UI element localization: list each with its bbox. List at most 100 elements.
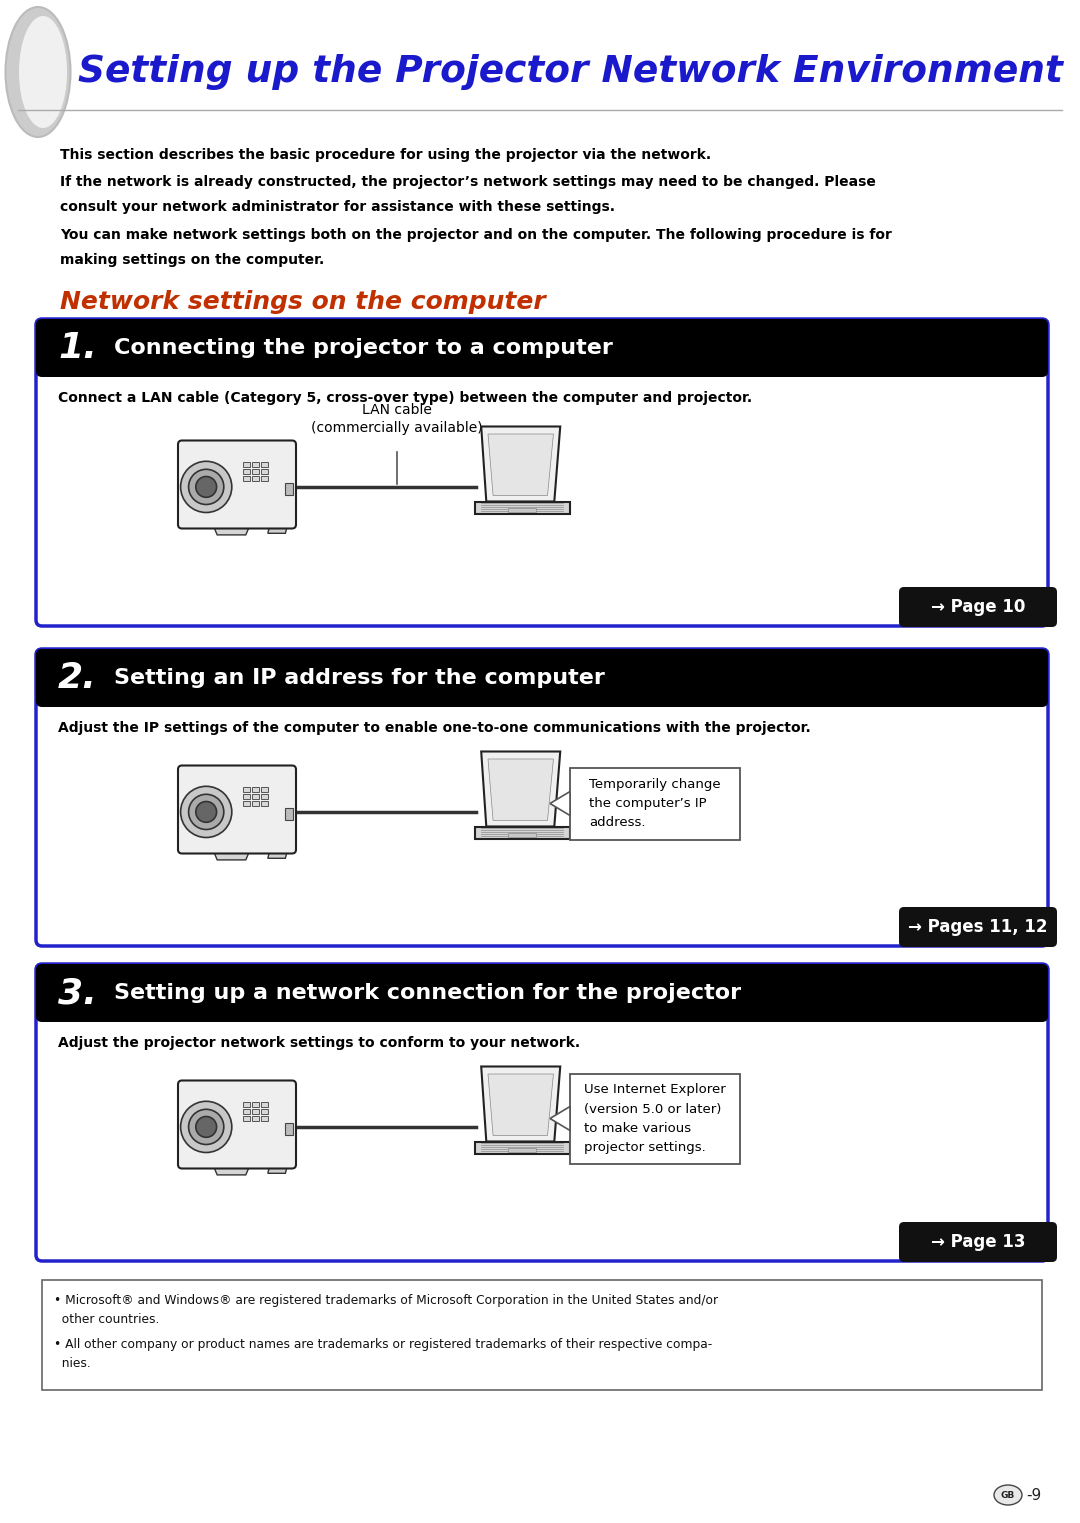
Bar xyxy=(243,461,249,466)
Bar xyxy=(260,461,268,466)
Circle shape xyxy=(189,795,224,830)
Bar xyxy=(252,469,258,474)
Text: Use Internet Explorer
(version 5.0 or later)
to make various
projector settings.: Use Internet Explorer (version 5.0 or la… xyxy=(584,1083,726,1153)
Text: You can make network settings both on the projector and on the computer. The fol: You can make network settings both on th… xyxy=(60,228,892,242)
Text: Connecting the projector to a computer: Connecting the projector to a computer xyxy=(114,338,612,358)
FancyBboxPatch shape xyxy=(36,318,1048,626)
FancyBboxPatch shape xyxy=(178,766,296,853)
Bar xyxy=(260,801,268,806)
FancyBboxPatch shape xyxy=(36,964,1048,1261)
Text: Connect a LAN cable (Category 5, cross-over type) between the computer and proje: Connect a LAN cable (Category 5, cross-o… xyxy=(58,391,752,405)
Text: → Page 10: → Page 10 xyxy=(931,599,1025,615)
Bar xyxy=(285,807,294,819)
FancyBboxPatch shape xyxy=(474,501,569,513)
Bar xyxy=(243,475,249,480)
Bar xyxy=(243,1115,249,1121)
FancyBboxPatch shape xyxy=(36,649,1048,946)
FancyBboxPatch shape xyxy=(178,440,296,528)
Bar xyxy=(260,1115,268,1121)
Bar xyxy=(285,1122,294,1135)
Bar xyxy=(570,1074,740,1164)
Polygon shape xyxy=(550,792,570,815)
Ellipse shape xyxy=(19,17,67,128)
Bar xyxy=(260,786,268,792)
FancyBboxPatch shape xyxy=(36,318,1048,378)
Bar xyxy=(260,1101,268,1107)
Bar xyxy=(252,475,258,480)
Circle shape xyxy=(180,1101,232,1153)
Bar xyxy=(243,793,249,798)
Polygon shape xyxy=(488,758,553,821)
Circle shape xyxy=(195,477,217,498)
Text: 2.: 2. xyxy=(58,661,97,694)
Text: LAN cable: LAN cable xyxy=(362,402,432,416)
FancyBboxPatch shape xyxy=(899,586,1057,627)
Bar xyxy=(252,801,258,806)
FancyBboxPatch shape xyxy=(899,1221,1057,1263)
Polygon shape xyxy=(482,426,561,501)
Bar xyxy=(252,1115,258,1121)
FancyBboxPatch shape xyxy=(474,1142,569,1153)
Bar xyxy=(243,801,249,806)
Bar xyxy=(42,678,1042,701)
Bar xyxy=(252,786,258,792)
FancyBboxPatch shape xyxy=(178,1080,296,1168)
Bar xyxy=(243,469,249,474)
Polygon shape xyxy=(550,1107,570,1130)
Polygon shape xyxy=(488,1074,553,1136)
Bar xyxy=(260,469,268,474)
Polygon shape xyxy=(268,1165,287,1173)
Bar xyxy=(252,461,258,466)
Bar xyxy=(42,993,1042,1016)
Text: other countries.: other countries. xyxy=(54,1313,160,1327)
FancyBboxPatch shape xyxy=(474,827,569,839)
Circle shape xyxy=(189,1109,224,1144)
Text: GB: GB xyxy=(1001,1491,1015,1500)
Bar xyxy=(508,507,537,512)
Bar xyxy=(42,1279,1042,1390)
FancyBboxPatch shape xyxy=(36,964,1048,1022)
Polygon shape xyxy=(213,1165,251,1174)
Circle shape xyxy=(180,461,232,513)
Polygon shape xyxy=(213,524,251,535)
Bar xyxy=(252,793,258,798)
Bar xyxy=(243,1109,249,1113)
Text: Setting an IP address for the computer: Setting an IP address for the computer xyxy=(114,669,605,688)
Bar xyxy=(285,483,294,495)
Text: → Pages 11, 12: → Pages 11, 12 xyxy=(908,918,1048,937)
Text: consult your network administrator for assistance with these settings.: consult your network administrator for a… xyxy=(60,200,615,215)
Polygon shape xyxy=(488,434,553,495)
Bar xyxy=(260,793,268,798)
Polygon shape xyxy=(482,1066,561,1142)
Text: -9: -9 xyxy=(1026,1488,1041,1503)
Text: If the network is already constructed, the projector’s network settings may need: If the network is already constructed, t… xyxy=(60,175,876,189)
Bar xyxy=(508,1148,537,1151)
Text: • All other company or product names are trademarks or registered trademarks of : • All other company or product names are… xyxy=(54,1339,712,1351)
Text: Temporarily change
the computer’s IP
address.: Temporarily change the computer’s IP add… xyxy=(590,778,720,829)
Bar xyxy=(42,347,1042,372)
Bar xyxy=(252,1101,258,1107)
Text: Setting up a network connection for the projector: Setting up a network connection for the … xyxy=(114,982,741,1004)
Text: 1.: 1. xyxy=(58,330,97,366)
Text: • Microsoft® and Windows® are registered trademarks of Microsoft Corporation in : • Microsoft® and Windows® are registered… xyxy=(54,1295,718,1307)
Polygon shape xyxy=(268,524,287,533)
Text: Adjust the IP settings of the computer to enable one-to-one communications with : Adjust the IP settings of the computer t… xyxy=(58,720,811,736)
Polygon shape xyxy=(213,850,251,860)
Circle shape xyxy=(180,786,232,838)
Circle shape xyxy=(195,801,217,822)
Text: Network settings on the computer: Network settings on the computer xyxy=(60,289,545,314)
Bar xyxy=(570,768,740,839)
Bar xyxy=(243,1101,249,1107)
Text: (commercially available): (commercially available) xyxy=(311,420,483,434)
Bar xyxy=(243,786,249,792)
FancyBboxPatch shape xyxy=(899,908,1057,947)
Text: Adjust the projector network settings to conform to your network.: Adjust the projector network settings to… xyxy=(58,1036,580,1049)
Text: This section describes the basic procedure for using the projector via the netwo: This section describes the basic procedu… xyxy=(60,148,711,161)
Ellipse shape xyxy=(5,8,70,137)
Bar xyxy=(252,1109,258,1113)
Ellipse shape xyxy=(994,1485,1022,1505)
Text: Setting up the Projector Network Environment: Setting up the Projector Network Environ… xyxy=(78,53,1063,90)
Bar xyxy=(508,833,537,838)
Polygon shape xyxy=(482,751,561,827)
Circle shape xyxy=(195,1116,217,1138)
